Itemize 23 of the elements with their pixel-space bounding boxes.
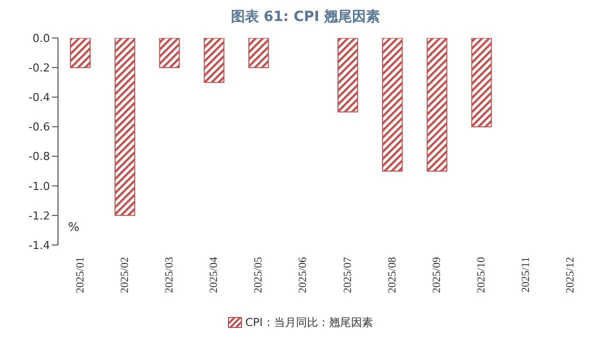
x-tick-label: 2025/06 — [297, 256, 310, 294]
x-tick-label: 2025/08 — [386, 256, 398, 294]
text: CPI：当月同比：翘尾因素 — [244, 315, 373, 330]
chart-title: 图表 61: CPI 翘尾因素 — [230, 8, 382, 27]
y-tick-label: -0.2 — [28, 61, 50, 74]
y-tick-label: -0.8 — [28, 150, 50, 164]
x-tick-label: 2025/10 — [476, 256, 488, 294]
x-tick-label: 2025/02 — [118, 257, 131, 294]
y-tick-label: -0.4 — [28, 91, 50, 104]
y-tick-label: 0.0 — [32, 32, 50, 45]
y-axis-title: % — [68, 220, 80, 234]
y-tick-label: -1.4 — [28, 238, 50, 252]
x-tick-label: 2025/05 — [252, 256, 265, 294]
x-tick-label: 2025/01 — [74, 257, 86, 294]
x-tick-label: 2025/04 — [208, 256, 220, 294]
x-tick-label: 2025/07 — [342, 256, 354, 294]
x-tick-label: 2025/03 — [163, 256, 176, 294]
x-tick-label: 2025/12 — [564, 257, 577, 294]
x-tick-label: 2025/09 — [430, 256, 443, 294]
y-tick-label: -0.6 — [28, 120, 50, 134]
y-tick-label: -1.2 — [28, 209, 50, 222]
x-tick-label: 2025/11 — [520, 257, 532, 293]
y-tick-label: -1.0 — [28, 180, 50, 193]
